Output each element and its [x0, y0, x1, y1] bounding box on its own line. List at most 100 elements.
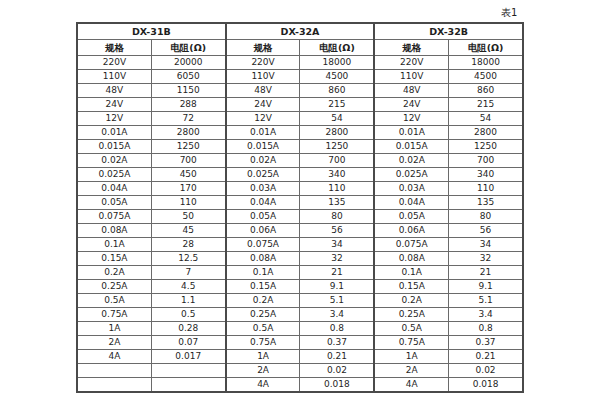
- cell-spec: 0.01A: [226, 126, 300, 140]
- cell-spec: 0.15A: [374, 280, 448, 294]
- cell-resistance: 32: [300, 252, 374, 266]
- cell-spec: 0.2A: [374, 294, 448, 308]
- cell-resistance: 0.018: [300, 378, 374, 393]
- cell-resistance: 4500: [449, 70, 523, 84]
- page: 表1 DX-31BDX-32ADX-32B规格电阻(Ω)规格电阻(Ω)规格电阻(…: [0, 0, 600, 400]
- cell-resistance: 110: [151, 196, 225, 210]
- cell-spec: [77, 364, 151, 378]
- cell-spec: 0.2A: [226, 294, 300, 308]
- cell-resistance: 340: [300, 168, 374, 182]
- cell-spec: 0.075A: [226, 238, 300, 252]
- cell-spec: 220V: [374, 56, 448, 70]
- cell-spec: 0.25A: [77, 280, 151, 294]
- col-header-resistance: 电阻(Ω): [151, 40, 225, 56]
- table-row: 0.15A12.50.08A320.08A32: [77, 252, 523, 266]
- cell-resistance: 0.07: [151, 336, 225, 350]
- cell-resistance: 450: [151, 168, 225, 182]
- cell-spec: 4A: [374, 378, 448, 393]
- cell-spec: 0.5A: [226, 322, 300, 336]
- cell-spec: 2A: [77, 336, 151, 350]
- cell-spec: 0.025A: [374, 168, 448, 182]
- cell-spec: 0.075A: [77, 210, 151, 224]
- cell-spec: 0.05A: [226, 210, 300, 224]
- cell-spec: 110V: [374, 70, 448, 84]
- cell-spec: 220V: [226, 56, 300, 70]
- table-caption: 表1: [501, 6, 517, 20]
- cell-resistance: 4500: [300, 70, 374, 84]
- table-row: 0.04A1700.03A1100.03A110: [77, 182, 523, 196]
- cell-spec: 12V: [226, 112, 300, 126]
- cell-resistance: 0.37: [449, 336, 523, 350]
- cell-spec: 0.075A: [374, 238, 448, 252]
- cell-spec: 110V: [77, 70, 151, 84]
- cell-spec: 0.05A: [77, 196, 151, 210]
- cell-spec: 0.15A: [226, 280, 300, 294]
- cell-spec: 0.08A: [77, 224, 151, 238]
- cell-spec: 4A: [77, 350, 151, 364]
- cell-resistance: 170: [151, 182, 225, 196]
- cell-resistance: 3.4: [300, 308, 374, 322]
- cell-resistance: 50: [151, 210, 225, 224]
- table-row: 0.25A4.50.15A9.10.15A9.1: [77, 280, 523, 294]
- table-body: 220V20000220V18000220V18000110V6050110V4…: [77, 56, 523, 393]
- cell-resistance: 34: [300, 238, 374, 252]
- cell-spec: 0.25A: [374, 308, 448, 322]
- cell-spec: 1A: [374, 350, 448, 364]
- table-row: 0.025A4500.025A3400.025A340: [77, 168, 523, 182]
- table-row: 110V6050110V4500110V4500: [77, 70, 523, 84]
- table-row: 220V20000220V18000220V18000: [77, 56, 523, 70]
- cell-spec: 0.5A: [374, 322, 448, 336]
- cell-spec: 110V: [226, 70, 300, 84]
- group-header-row: DX-31BDX-32ADX-32B: [77, 23, 523, 40]
- cell-resistance: 3.4: [449, 308, 523, 322]
- cell-resistance: 32: [449, 252, 523, 266]
- cell-resistance: 7: [151, 266, 225, 280]
- table-row: 4A0.0171A0.211A0.21: [77, 350, 523, 364]
- table-row: 0.5A1.10.2A5.10.2A5.1: [77, 294, 523, 308]
- table-row: 2A0.070.75A0.370.75A0.37: [77, 336, 523, 350]
- cell-resistance: 700: [300, 154, 374, 168]
- cell-resistance: 0.02: [449, 364, 523, 378]
- cell-spec: [77, 378, 151, 393]
- cell-resistance: 2800: [300, 126, 374, 140]
- cell-resistance: 0.8: [300, 322, 374, 336]
- cell-spec: 0.015A: [374, 140, 448, 154]
- cell-resistance: 288: [151, 98, 225, 112]
- cell-resistance: 135: [449, 196, 523, 210]
- col-header-spec: 规格: [77, 40, 151, 56]
- table-row: 24V28824V21524V215: [77, 98, 523, 112]
- cell-resistance: 9.1: [300, 280, 374, 294]
- table-row: 0.015A12500.015A12500.015A1250: [77, 140, 523, 154]
- table-row: 2A0.022A0.02: [77, 364, 523, 378]
- table-row: 0.01A28000.01A28000.01A2800: [77, 126, 523, 140]
- table-row: 48V115048V86048V860: [77, 84, 523, 98]
- cell-spec: 0.03A: [374, 182, 448, 196]
- table-row: 0.05A1100.04A1350.04A135: [77, 196, 523, 210]
- cell-resistance: 54: [449, 112, 523, 126]
- cell-spec: 0.02A: [77, 154, 151, 168]
- cell-resistance: 80: [449, 210, 523, 224]
- cell-resistance: 4.5: [151, 280, 225, 294]
- cell-resistance: 1150: [151, 84, 225, 98]
- table-row: 0.075A500.05A800.05A80: [77, 210, 523, 224]
- cell-resistance: 72: [151, 112, 225, 126]
- col-header-spec: 规格: [374, 40, 448, 56]
- cell-resistance: 2800: [449, 126, 523, 140]
- cell-resistance: 700: [449, 154, 523, 168]
- cell-resistance: 0.8: [449, 322, 523, 336]
- table-row: 0.1A280.075A340.075A34: [77, 238, 523, 252]
- cell-resistance: 215: [300, 98, 374, 112]
- cell-spec: 0.75A: [374, 336, 448, 350]
- table-row: 4A0.0184A0.018: [77, 378, 523, 393]
- cell-resistance: 110: [449, 182, 523, 196]
- cell-spec: 0.03A: [226, 182, 300, 196]
- cell-spec: 0.05A: [374, 210, 448, 224]
- table-row: 1A0.280.5A0.80.5A0.8: [77, 322, 523, 336]
- cell-spec: 0.08A: [374, 252, 448, 266]
- cell-spec: 48V: [226, 84, 300, 98]
- cell-spec: 0.01A: [77, 126, 151, 140]
- table-row: 0.75A0.50.25A3.40.25A3.4: [77, 308, 523, 322]
- cell-resistance: 0.018: [449, 378, 523, 393]
- cell-spec: 12V: [77, 112, 151, 126]
- group-header-dx-32b: DX-32B: [374, 23, 523, 40]
